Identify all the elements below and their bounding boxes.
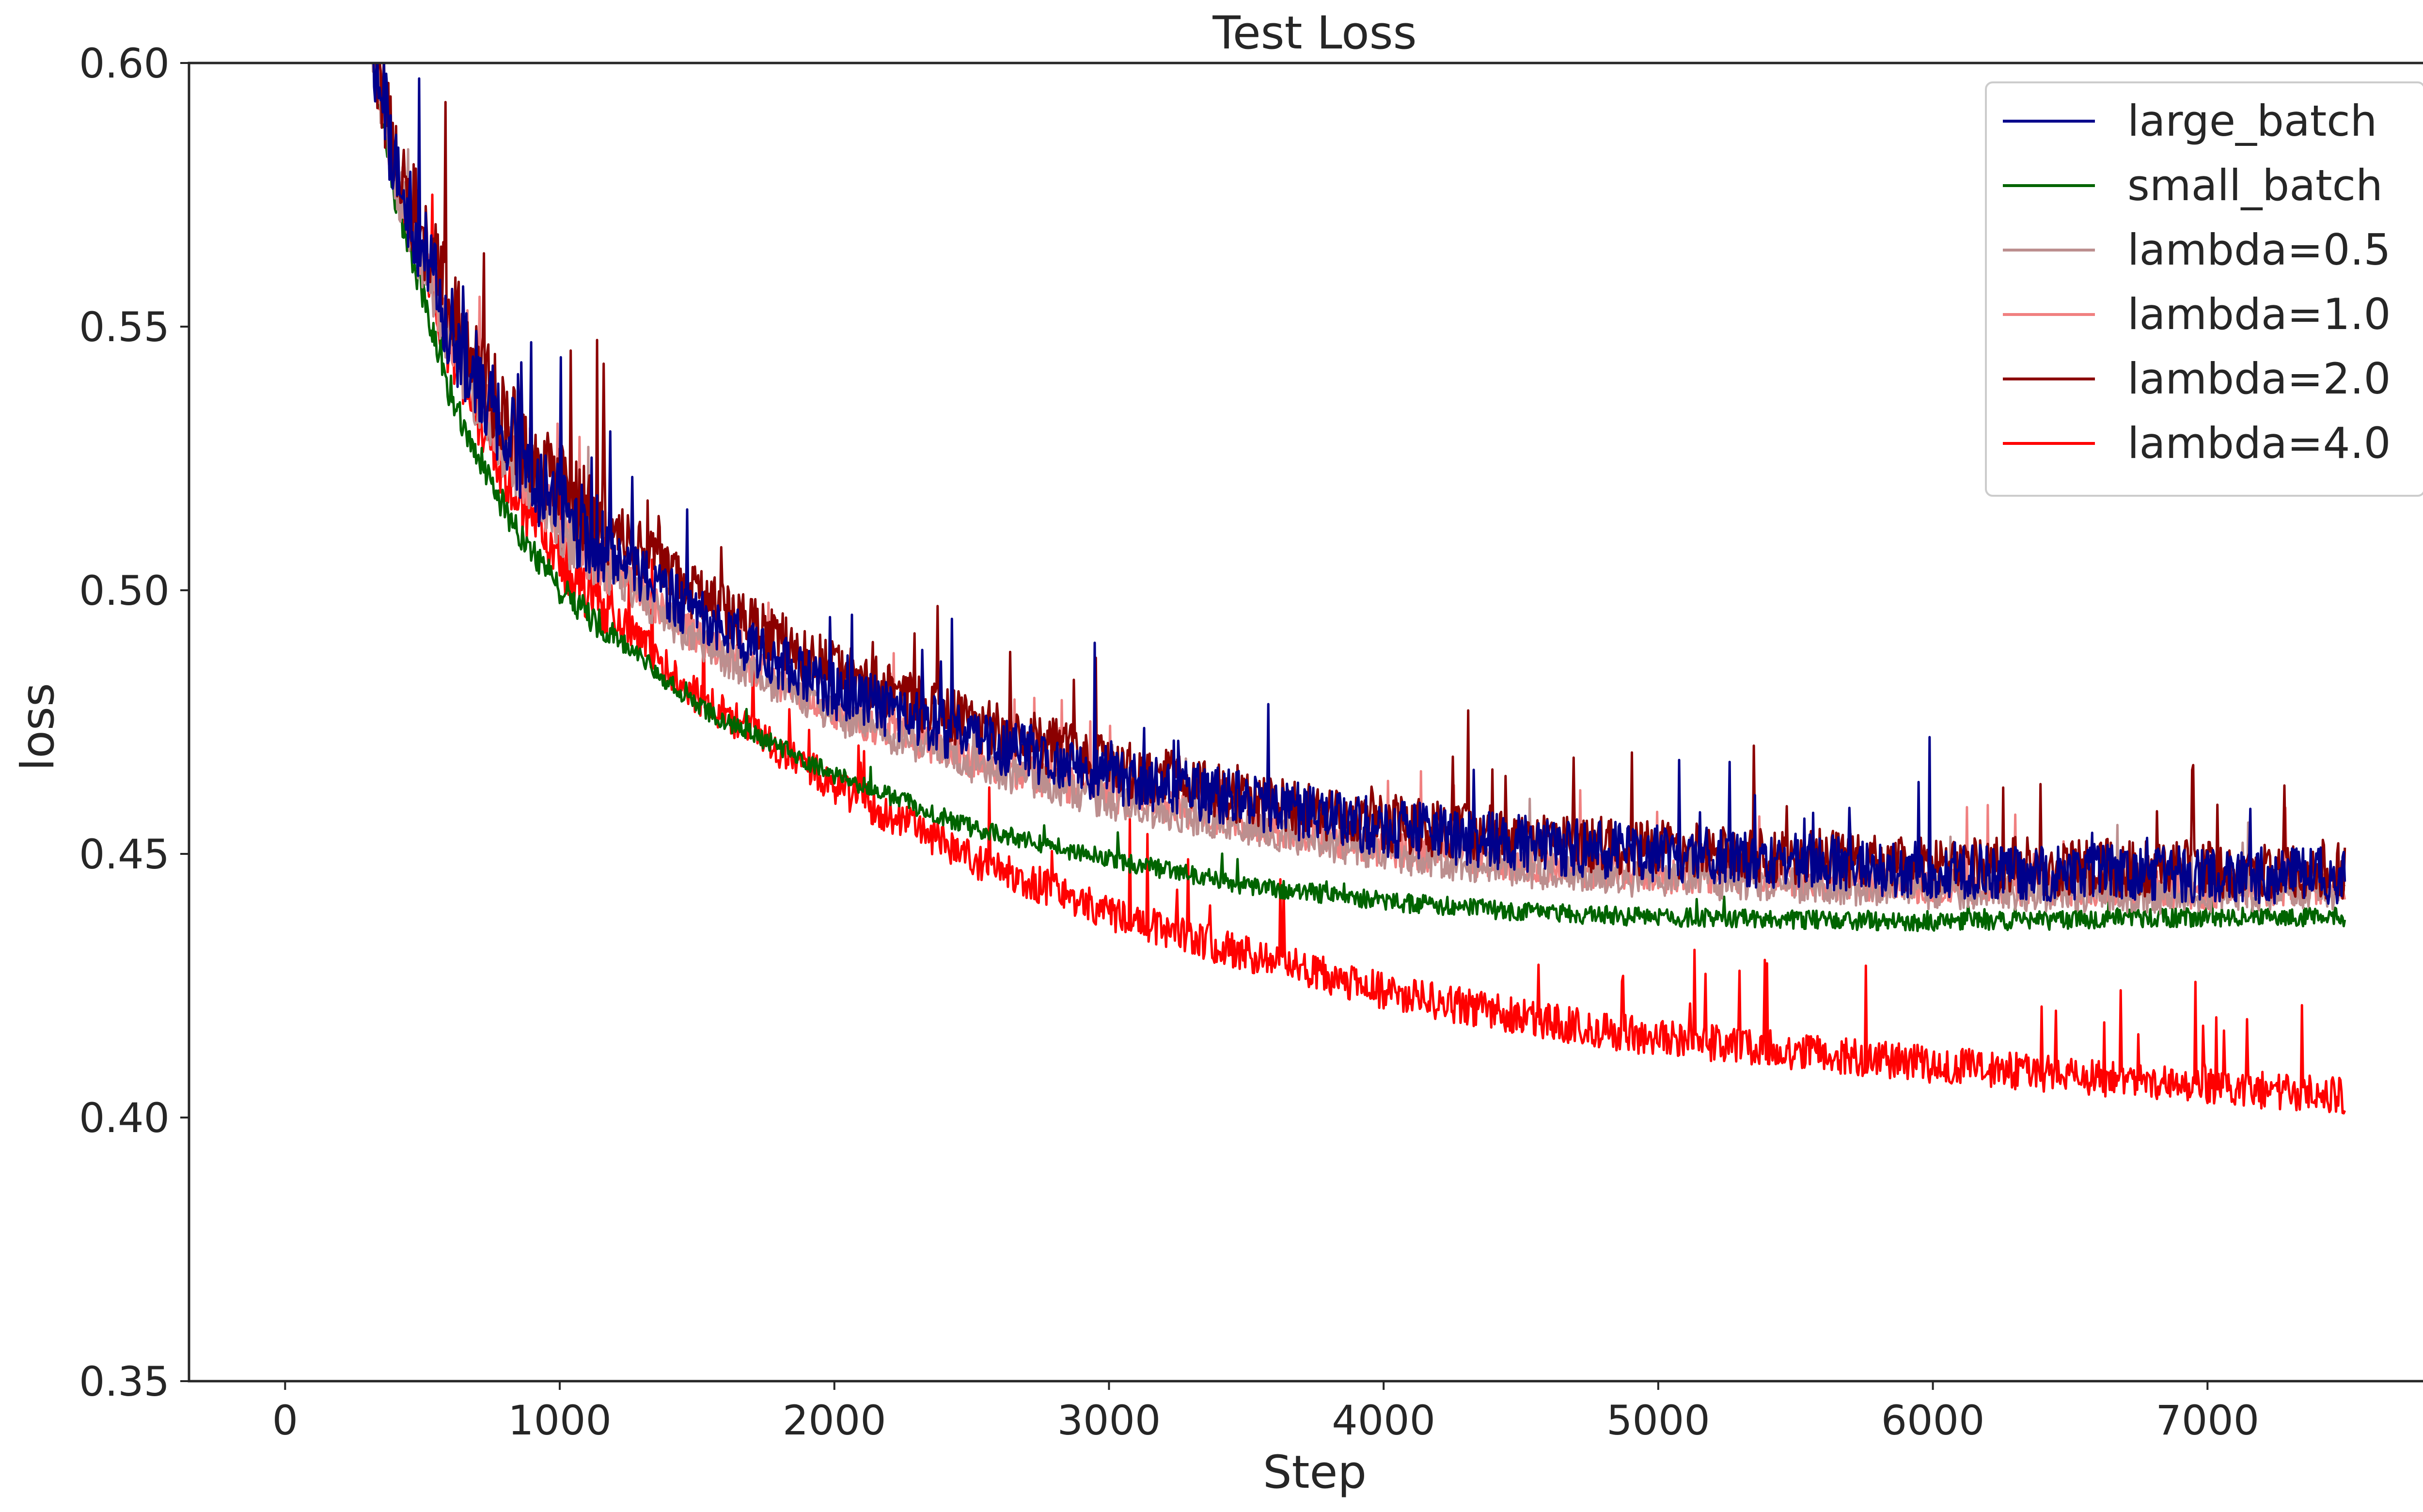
y-tick-label: 0.40 — [79, 1094, 170, 1142]
y-tick-label: 0.35 — [79, 1358, 170, 1405]
y-tick-label: 0.50 — [79, 567, 170, 614]
legend: large_batch small_batch lambda=0.5 lambda=1… — [1985, 81, 2423, 497]
x-axis-title: Step — [1263, 1446, 1367, 1499]
y-axis-title: loss — [12, 683, 64, 771]
series-line-small-batch — [374, 63, 2346, 932]
legend-label: lambda=0.5 — [2127, 225, 2391, 275]
legend-label: lambda=1.0 — [2127, 289, 2391, 339]
series-layer — [371, 63, 2346, 1115]
x-tick-label: 4000 — [1332, 1397, 1435, 1444]
chart-title: Test Loss — [1212, 7, 1416, 60]
legend-label: lambda=4.0 — [2127, 418, 2391, 468]
x-tick-label: 6000 — [1881, 1397, 1985, 1444]
y-axis: 0.35 0.40 0.45 0.50 0.55 0.60 — [79, 40, 189, 1405]
legend-box — [1985, 81, 2423, 497]
series-line-large-batch — [372, 63, 2346, 905]
x-tick-label: 1000 — [508, 1397, 612, 1444]
x-tick-label: 3000 — [1057, 1397, 1161, 1444]
x-tick-label: 2000 — [783, 1397, 886, 1444]
legend-label: large_batch — [2127, 96, 2377, 146]
series-line-lambda-4-0 — [372, 63, 2346, 1115]
plot-frame — [188, 62, 2423, 1383]
legend-label: lambda=2.0 — [2127, 354, 2391, 404]
y-tick-label: 0.60 — [79, 40, 170, 87]
x-tick-label: 5000 — [1606, 1397, 1710, 1444]
legend-label: small_batch — [2127, 160, 2383, 210]
y-tick-label: 0.45 — [79, 831, 170, 878]
x-tick-label: 7000 — [2156, 1397, 2259, 1444]
x-tick-label: 0 — [272, 1397, 298, 1444]
x-axis: 0 1000 2000 3000 4000 5000 6000 7000 — [272, 1381, 2259, 1444]
y-tick-label: 0.55 — [79, 303, 170, 351]
